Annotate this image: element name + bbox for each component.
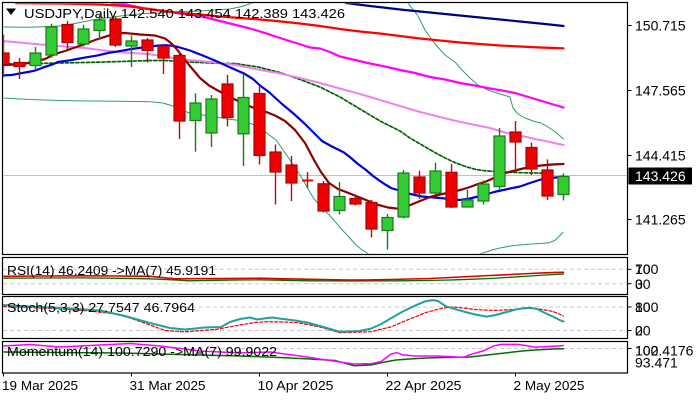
svg-text:144.415: 144.415 — [635, 148, 686, 164]
svg-text:70: 70 — [635, 261, 651, 277]
svg-text:100: 100 — [635, 342, 659, 358]
svg-text:USDJPY,Daily 142.540 143.454: USDJPY,Daily 142.540 143.454 142.389 143… — [24, 6, 345, 21]
svg-text:22 Apr 2025: 22 Apr 2025 — [386, 379, 462, 393]
svg-text:Stoch(5,3,3) 27.7547 46.7964: Stoch(5,3,3) 27.7547 46.7964 — [7, 300, 195, 315]
svg-text:19 Mar 2025: 19 Mar 2025 — [2, 379, 78, 393]
svg-text:100: 100 — [635, 261, 659, 277]
svg-text:0: 0 — [635, 322, 643, 338]
svg-text:10 Apr 2025: 10 Apr 2025 — [258, 379, 334, 393]
svg-text:2 May 2025: 2 May 2025 — [514, 379, 585, 393]
svg-text:0: 0 — [635, 276, 643, 292]
svg-text:20: 20 — [635, 322, 651, 338]
svg-text:Momentum(14) 100.7290 ->MA(7): Momentum(14) 100.7290 ->MA(7) 99.9022 — [7, 344, 277, 359]
svg-text:31 Mar 2025: 31 Mar 2025 — [130, 379, 206, 393]
svg-text:102.4176: 102.4176 — [635, 342, 694, 358]
svg-text:143.426: 143.426 — [635, 168, 686, 184]
svg-text:150.715: 150.715 — [635, 18, 686, 34]
svg-text:30: 30 — [635, 276, 651, 292]
svg-text:93.471: 93.471 — [635, 355, 678, 371]
svg-text:141.265: 141.265 — [635, 212, 686, 228]
svg-text:RSI(14) 46.2409 ->MA(7) 45.91: RSI(14) 46.2409 ->MA(7) 45.9191 — [7, 263, 216, 278]
svg-text:80: 80 — [635, 299, 651, 315]
svg-text:100: 100 — [635, 299, 659, 315]
svg-text:147.565: 147.565 — [635, 83, 686, 99]
